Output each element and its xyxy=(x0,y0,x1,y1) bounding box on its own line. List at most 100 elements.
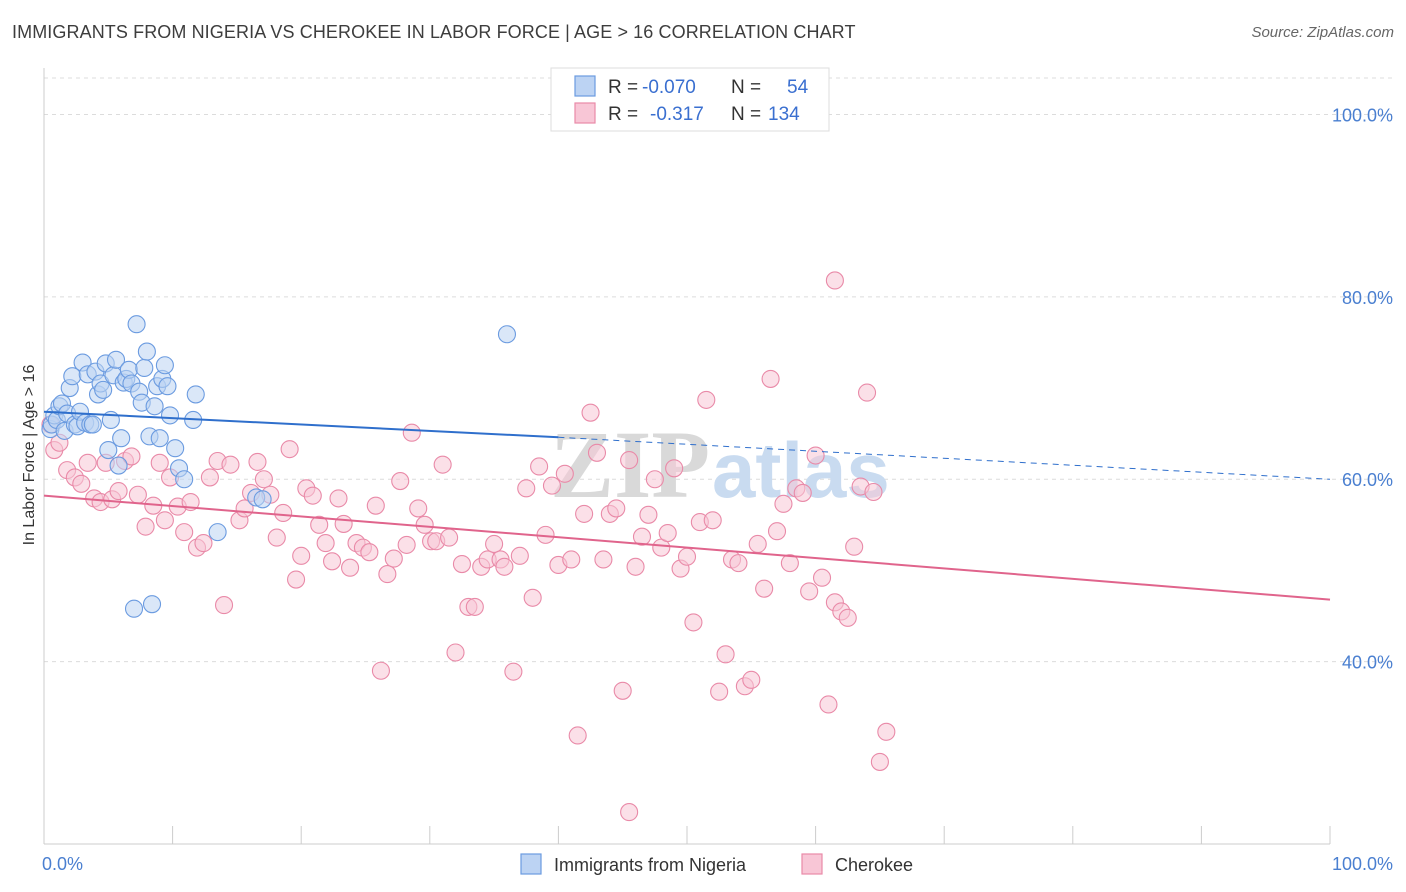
cherokee-point-45 xyxy=(329,489,348,508)
nigeria-point-40 xyxy=(142,595,162,614)
cherokee-point-57 xyxy=(402,423,421,442)
cherokee-point-21 xyxy=(175,523,194,542)
series-nigeria xyxy=(41,315,517,618)
cherokee-point-90 xyxy=(613,681,632,700)
cherokee-point-58 xyxy=(409,499,428,518)
legend-swatch-nigeria xyxy=(574,75,596,97)
y-tick-label-3: 40.0% xyxy=(1342,653,1393,673)
cherokee-point-94 xyxy=(639,505,658,524)
y-tick-label-1: 80.0% xyxy=(1342,288,1393,308)
cherokee-point-103 xyxy=(697,390,716,409)
nigeria-point-56 xyxy=(497,325,517,344)
nigeria-point-26 xyxy=(106,350,126,369)
cherokee-point-83 xyxy=(568,726,587,745)
nigeria-point-21 xyxy=(94,380,113,399)
cherokee-point-110 xyxy=(742,670,761,689)
cherokee-point-56 xyxy=(397,535,416,554)
cherokee-point-74 xyxy=(510,546,529,565)
nigeria-point-46 xyxy=(158,377,177,396)
cherokee-point-13 xyxy=(122,447,141,466)
nigeria-point-37 xyxy=(135,358,154,378)
cherokee-point-65 xyxy=(452,554,472,574)
cherokee-point-91 xyxy=(620,451,639,470)
cherokee-point-106 xyxy=(716,645,735,664)
legend-n-label-1: N = xyxy=(731,77,761,98)
source-label: Source: ZipAtlas.com xyxy=(1251,24,1394,41)
y-tick-label-0: 100.0% xyxy=(1332,105,1393,125)
cherokee-point-89 xyxy=(607,499,626,518)
bottom-legend-label-nigeria: Immigrants from Nigeria xyxy=(554,855,747,875)
cherokee-point-32 xyxy=(248,452,267,471)
bottom-legend-label-cherokee: Cherokee xyxy=(835,855,913,875)
cherokee-point-39 xyxy=(292,546,311,565)
cherokee-point-108 xyxy=(729,554,748,573)
cherokee-point-116 xyxy=(780,554,799,573)
cherokee-point-95 xyxy=(645,470,664,489)
cherokee-point-70 xyxy=(485,534,504,554)
cherokee-point-86 xyxy=(587,443,607,462)
x-tick-label-0: 0.0% xyxy=(42,854,83,874)
cherokee-point-130 xyxy=(870,752,889,771)
cherokee-point-67 xyxy=(465,597,484,616)
nigeria-point-33 xyxy=(124,599,144,618)
nigeria-point-48 xyxy=(166,439,185,458)
cherokee-point-28 xyxy=(221,455,240,474)
nigeria-point-17 xyxy=(83,415,102,434)
cherokee-point-38 xyxy=(287,570,306,589)
cherokee-point-6 xyxy=(78,453,97,472)
cherokee-point-62 xyxy=(433,455,452,474)
cherokee-point-43 xyxy=(316,534,335,553)
cherokee-point-76 xyxy=(523,588,542,607)
cherokee-point-14 xyxy=(128,485,147,504)
cherokee-point-75 xyxy=(517,479,536,498)
cherokee-point-59 xyxy=(415,515,434,534)
nigeria-point-27 xyxy=(109,456,128,475)
cherokee-point-85 xyxy=(581,403,600,422)
cherokee-point-42 xyxy=(310,515,329,534)
cherokee-point-98 xyxy=(665,459,684,478)
legend-r-value-2: -0.317 xyxy=(650,104,704,125)
trend-line-nigeria xyxy=(43,410,559,439)
cherokee-point-51 xyxy=(366,496,385,515)
cherokee-point-15 xyxy=(136,517,155,536)
cherokee-point-92 xyxy=(626,557,645,576)
nigeria-point-53 xyxy=(208,523,227,542)
cherokee-point-33 xyxy=(254,470,273,489)
cherokee-point-37 xyxy=(280,440,299,459)
cherokee-point-113 xyxy=(761,369,780,388)
cherokee-point-46 xyxy=(334,514,353,533)
cherokee-point-84 xyxy=(575,504,594,523)
cherokee-point-18 xyxy=(155,511,174,530)
cherokee-point-24 xyxy=(194,534,213,553)
cherokee-point-50 xyxy=(360,543,379,562)
cherokee-point-121 xyxy=(812,568,832,587)
cherokee-point-93 xyxy=(632,527,652,546)
nigeria-point-23 xyxy=(99,441,118,460)
legend-r-label-2: R = xyxy=(608,104,638,125)
cherokee-point-87 xyxy=(594,550,613,569)
cherokee-point-115 xyxy=(774,494,793,513)
cherokee-point-128 xyxy=(857,383,877,402)
legend-n-value-2: 134 xyxy=(768,104,800,125)
cherokee-point-41 xyxy=(303,486,322,505)
cherokee-point-105 xyxy=(710,682,729,701)
cherokee-point-133 xyxy=(825,271,844,290)
trend-line-cherokee xyxy=(43,494,1331,601)
cherokee-point-114 xyxy=(767,522,787,541)
cherokee-point-118 xyxy=(793,483,812,502)
cherokee-point-131 xyxy=(877,722,896,741)
cherokee-point-11 xyxy=(109,482,128,501)
cherokee-point-77 xyxy=(530,457,549,476)
cherokee-point-27 xyxy=(214,596,234,615)
nigeria-point-50 xyxy=(175,470,194,489)
legend-box xyxy=(550,67,830,132)
y-tick-label-2: 60.0% xyxy=(1342,470,1393,490)
grid-lines xyxy=(44,77,1392,663)
cherokee-point-17 xyxy=(150,453,169,472)
cherokee-point-101 xyxy=(684,613,703,632)
nigeria-point-43 xyxy=(150,429,169,448)
cherokee-point-52 xyxy=(371,661,390,680)
nigeria-point-52 xyxy=(186,385,205,404)
cherokee-point-119 xyxy=(800,582,819,601)
